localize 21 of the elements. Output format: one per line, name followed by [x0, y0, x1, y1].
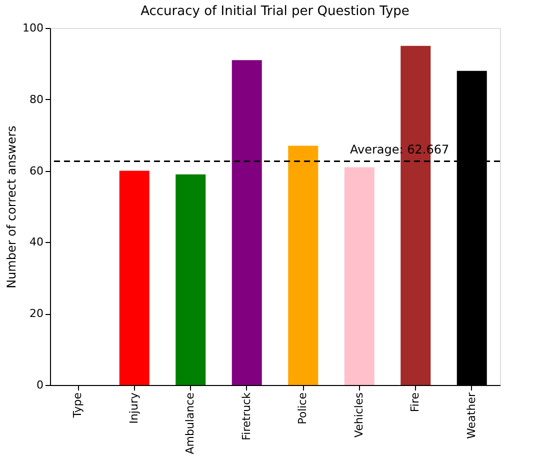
x-tick-label: Fire [408, 392, 422, 412]
bar [119, 170, 150, 385]
y-tick-label: 60 [30, 164, 44, 178]
y-tick-label: 80 [30, 92, 44, 106]
x-tick-label: Type [71, 392, 84, 419]
bar [232, 60, 262, 385]
y-tick-label: 20 [30, 307, 44, 320]
y-tick-label: 100 [22, 22, 44, 34]
y-tick-label: 0 [36, 378, 44, 392]
bar [176, 174, 206, 385]
y-tick-label: 40 [30, 236, 44, 249]
chart-title: Accuracy of Initial Trial per Question Type [140, 4, 410, 19]
bar [344, 167, 374, 385]
x-tick-label: Injury [127, 392, 140, 424]
x-tick-label: Firetruck [240, 392, 253, 440]
x-tick-label: Police [296, 392, 310, 424]
y-axis-title: Number of correct answers [4, 126, 19, 288]
bar [288, 146, 318, 385]
x-tick-label: Weather [464, 392, 478, 439]
x-tick-label: Ambulance [184, 392, 197, 454]
x-tick-label: Vehicles [352, 392, 366, 438]
